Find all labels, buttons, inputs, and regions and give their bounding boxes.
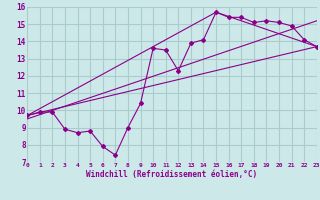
X-axis label: Windchill (Refroidissement éolien,°C): Windchill (Refroidissement éolien,°C) xyxy=(86,170,258,179)
